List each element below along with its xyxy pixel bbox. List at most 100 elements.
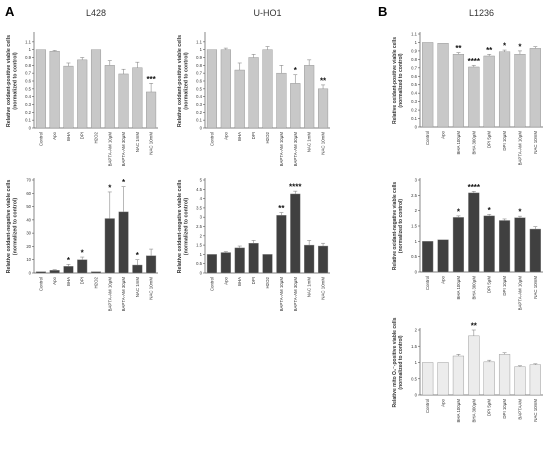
y-tick-label: 0.5 [411, 376, 417, 381]
y-tick-label: 0.5 [196, 86, 202, 91]
bar [483, 215, 495, 273]
x-tick-label: NAC 10mM [533, 131, 538, 154]
bar [452, 355, 465, 396]
bar [118, 73, 129, 129]
bar [220, 49, 231, 129]
y-axis-label-line: Relative oxidant-negative viable cells [6, 180, 12, 274]
y-axis-label-line: Relative mito O₂⁻-positive viable cells [392, 317, 398, 407]
y-tick-label: 0 [29, 126, 32, 131]
significance-marker: * [81, 249, 85, 258]
y-tick-label: 0.5 [25, 86, 31, 91]
bar [452, 217, 465, 273]
chart-L1236-mito: Relative mito O₂⁻-positive viable cells(… [392, 317, 543, 423]
bar [468, 66, 480, 128]
y-tick-label: 0.6 [196, 79, 202, 84]
y-tick-label: 0.9 [25, 55, 31, 60]
y-tick-label: 2 [415, 328, 418, 333]
y-axis-label-line: (normalized to control) [398, 53, 404, 108]
x-tick-label: Apo [52, 131, 57, 139]
x-tick-label: BAPTA-AM 10μM [107, 277, 112, 312]
bar [234, 69, 245, 129]
x-tick-label: BHA 100μM [456, 399, 461, 423]
bar [49, 270, 60, 274]
x-tick-label: BHA 100μM [456, 131, 461, 155]
y-axis-label-line: (normalized to control) [183, 198, 189, 256]
bar [262, 254, 273, 274]
bar [529, 48, 541, 128]
bar [35, 271, 46, 274]
x-tick-label: Control [209, 132, 214, 146]
y-tick-label: 40 [26, 217, 31, 222]
y-axis-label-line: (normalized to control) [12, 52, 18, 110]
significance-marker: ** [471, 322, 478, 331]
bar [437, 362, 449, 396]
y-axis-label: Relative oxidant-negative viable cells(n… [6, 180, 18, 274]
bar [35, 49, 46, 129]
x-tick-label: BHA 300μM [471, 276, 476, 300]
chart-UHO1-positive: U-HO1 Relative oxidant-positive viable ce… [177, 8, 330, 166]
y-tick-label: 1 [29, 47, 32, 52]
x-tick-label: BHA 300μM [471, 131, 476, 155]
bar [206, 254, 218, 274]
chart-UHO1-negative: Relative oxidant-negative viable cells(n… [177, 178, 330, 312]
bar [77, 59, 88, 129]
x-tick-label: NAC 10mM [321, 277, 326, 300]
bar [276, 72, 287, 129]
y-tick-label: 60 [26, 191, 31, 196]
y-tick-label: 1 [415, 40, 418, 45]
y-tick-label: 2.5 [196, 224, 202, 229]
chart-L1236-negative: Relative oxidant-negative viable cells(n… [392, 178, 543, 310]
x-tick-label: NAC 10mM [149, 132, 154, 155]
bar [63, 65, 74, 129]
panel-letter-b: B [378, 4, 387, 19]
y-tick-label: 4.5 [196, 187, 202, 192]
significance-marker: * [457, 207, 461, 216]
y-tick-label: 0.6 [25, 79, 31, 84]
x-tick-label: H2O2 [94, 276, 99, 288]
y-tick-label: 0.1 [411, 116, 417, 121]
bar [437, 43, 449, 128]
x-tick-label: BHA 100μM [456, 276, 461, 300]
x-tick-label: NAC 1mM [135, 277, 140, 298]
bar [498, 220, 511, 273]
y-tick-label: 0.5 [411, 254, 417, 259]
y-axis-label-line: Relative oxidant-positive viable cells [177, 35, 183, 127]
x-tick-label: Apo [441, 130, 446, 138]
y-tick-label: 0.3 [411, 99, 417, 104]
y-axis-label-line: Relative oxidant-positive viable cells [6, 35, 12, 127]
y-axis-label-line: (normalized to control) [183, 52, 189, 110]
bar [422, 241, 434, 273]
bar [304, 244, 315, 274]
x-tick-label: BHA [237, 132, 242, 141]
x-tick-label: DPI [251, 132, 256, 139]
y-tick-label: 0.7 [196, 71, 202, 76]
x-tick-label: NAC 10mM [321, 132, 326, 155]
bar [422, 42, 434, 128]
y-tick-label: 0.7 [25, 71, 31, 76]
bar [468, 192, 480, 273]
significance-marker: ** [455, 44, 462, 53]
x-tick-label: NAC 10mM [533, 276, 538, 299]
significance-marker: * [518, 42, 522, 51]
significance-marker: *** [146, 75, 156, 84]
x-tick-label: Control [425, 399, 430, 413]
bar [248, 57, 259, 129]
y-tick-label: 1.5 [411, 344, 417, 349]
significance-marker: * [488, 206, 492, 215]
y-axis-label-line: (normalized to control) [398, 335, 404, 390]
x-tick-label: DPI 10μM [502, 131, 507, 151]
y-tick-label: 30 [26, 231, 31, 236]
y-tick-label: 0.9 [411, 48, 417, 53]
y-axis-label: Relative oxidant-positive viable cells(n… [177, 35, 189, 127]
y-axis-label: Relative oxidant-negative viable cells(n… [392, 182, 404, 271]
significance-marker: * [122, 178, 126, 187]
bar [437, 239, 449, 273]
y-axis-label: Relative oxidant-positive viable cells(n… [6, 35, 18, 127]
y-tick-label: 0.3 [25, 102, 31, 107]
y-tick-label: 0 [29, 271, 32, 276]
x-tick-label: BAPTA-AM 10μM [279, 277, 284, 312]
y-tick-label: 5 [200, 178, 203, 183]
y-tick-label: 2 [415, 208, 418, 213]
x-tick-label: DPI 5μM [487, 276, 492, 294]
bar [118, 211, 129, 274]
